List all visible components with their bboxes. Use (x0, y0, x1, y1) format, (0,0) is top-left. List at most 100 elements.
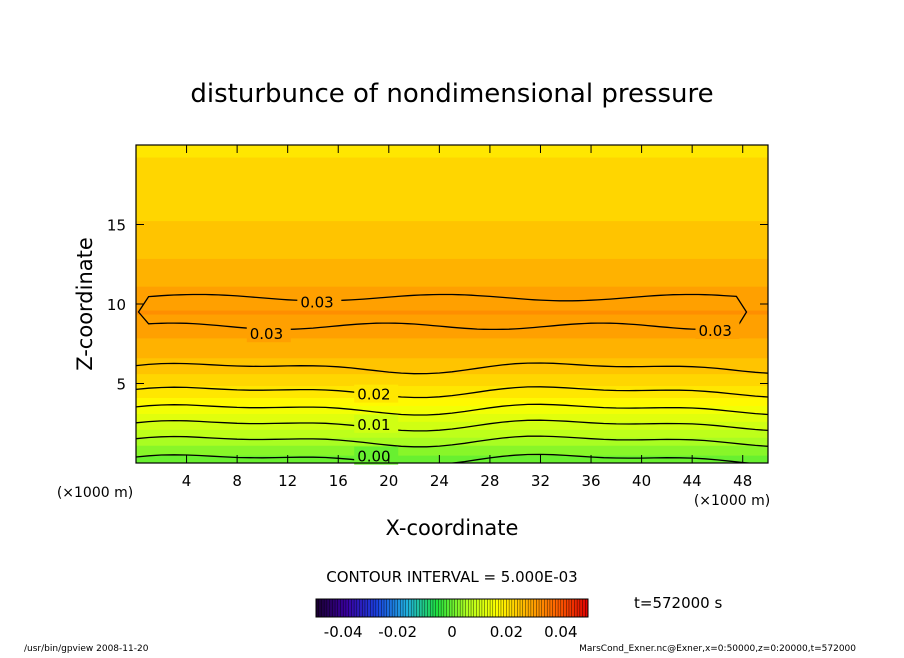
contour-band (136, 309, 768, 313)
colorbar-segment (446, 599, 450, 617)
contour-band (136, 150, 768, 154)
contour-band (136, 202, 768, 206)
contour-band (136, 176, 768, 180)
contour-line (136, 362, 768, 375)
contour-label: 0.03 (300, 293, 333, 311)
contour-band (136, 421, 768, 424)
colorbar-segment (373, 599, 377, 617)
contour-band (136, 258, 768, 261)
colorbar-segment (378, 599, 382, 617)
colorbar-segment (335, 599, 339, 617)
contour-label-bg (695, 321, 740, 340)
colorbar-segment (514, 599, 518, 617)
contour-band (136, 278, 768, 281)
x-tick-label: 24 (430, 472, 449, 490)
x-tick-label: 20 (379, 472, 398, 490)
contour-band (136, 317, 768, 321)
colorbar-segment (509, 599, 513, 617)
colorbar-segment (430, 599, 434, 617)
contour-label: 0.00 (357, 448, 390, 466)
colorbar-segment (536, 599, 540, 617)
colorbar-segment (473, 599, 477, 617)
contour-band (136, 264, 768, 267)
contour-band (136, 339, 768, 343)
contour-band (136, 377, 768, 381)
contour-band (136, 379, 768, 383)
colorbar-segment (577, 599, 581, 617)
x-tick-label: 44 (683, 472, 702, 490)
contour-band (136, 184, 768, 188)
contour-band (136, 355, 768, 359)
contour-band (136, 409, 768, 412)
contour-band (136, 302, 768, 305)
contour-band (136, 160, 768, 164)
contour-band (136, 156, 768, 160)
contour-band (136, 188, 768, 192)
contour-band (136, 375, 768, 379)
contour-band (136, 417, 768, 420)
contour-band (136, 461, 768, 463)
colorbar-segment (389, 599, 393, 617)
colorbar-segment (528, 599, 532, 617)
contour-band (136, 389, 768, 393)
colorbar-segment (454, 599, 458, 617)
colorbar-segment (370, 599, 374, 617)
contour-band (136, 337, 768, 341)
contour-band (136, 363, 768, 367)
colorbar-segment (579, 599, 583, 617)
colorbar-segment (495, 599, 499, 617)
contour-band (136, 145, 768, 148)
colorbar-segment (324, 599, 328, 617)
contour-band (136, 248, 768, 251)
colorbar-segment (354, 599, 358, 617)
contour-band (136, 453, 768, 456)
colorbar-segment (381, 599, 385, 617)
colorbar-segment (566, 599, 570, 617)
contour-band (136, 391, 768, 395)
contour-band (136, 246, 768, 249)
colorbar-segment (500, 599, 505, 617)
contour-line (136, 453, 755, 463)
contour-band (136, 447, 768, 450)
colorbar-segment (329, 599, 333, 617)
colorbar-segment (422, 599, 426, 617)
contour-band (136, 313, 768, 317)
x-tick-label: 32 (531, 472, 550, 490)
contour-band (136, 319, 768, 323)
colorbar-segment (468, 599, 472, 617)
colorbar-tick-label: 0.04 (544, 623, 577, 641)
contour-band (136, 212, 768, 216)
y-tick-label: 15 (107, 217, 126, 235)
contour-band (136, 168, 768, 172)
colorbar-segment (419, 599, 423, 617)
contour-label-bg (354, 446, 399, 465)
colorbar-segment (443, 599, 447, 617)
contour-band (136, 222, 768, 226)
contour-line (136, 403, 768, 416)
contour-band (136, 431, 768, 434)
contour-band (136, 457, 768, 460)
colorbar-segment (318, 599, 322, 617)
colorbar-segment (384, 599, 388, 617)
contour-band (136, 437, 768, 440)
colorbar-segment (416, 599, 420, 617)
contour-band (136, 266, 768, 269)
contour-band (136, 226, 768, 230)
x-tick-label: 48 (733, 472, 752, 490)
contour-band (136, 152, 768, 156)
colorbar-segment (316, 599, 320, 617)
contour-label-bg (354, 384, 399, 403)
contour-band (136, 250, 768, 253)
x-tick-label: 40 (632, 472, 651, 490)
contour-band (136, 216, 768, 220)
contour-line (136, 435, 768, 448)
colorbar-segment (427, 599, 431, 617)
contour-band (136, 321, 768, 325)
footer-right: MarsCond_Exner.nc@Exner,x=0:50000,z=0:20… (579, 644, 856, 654)
footer-left: /usr/bin/gpview 2008-11-20 (24, 644, 149, 654)
colorbar-segment (549, 599, 554, 617)
colorbar-segment (530, 599, 534, 617)
colorbar-segment (321, 599, 325, 617)
contour-band (136, 170, 768, 174)
